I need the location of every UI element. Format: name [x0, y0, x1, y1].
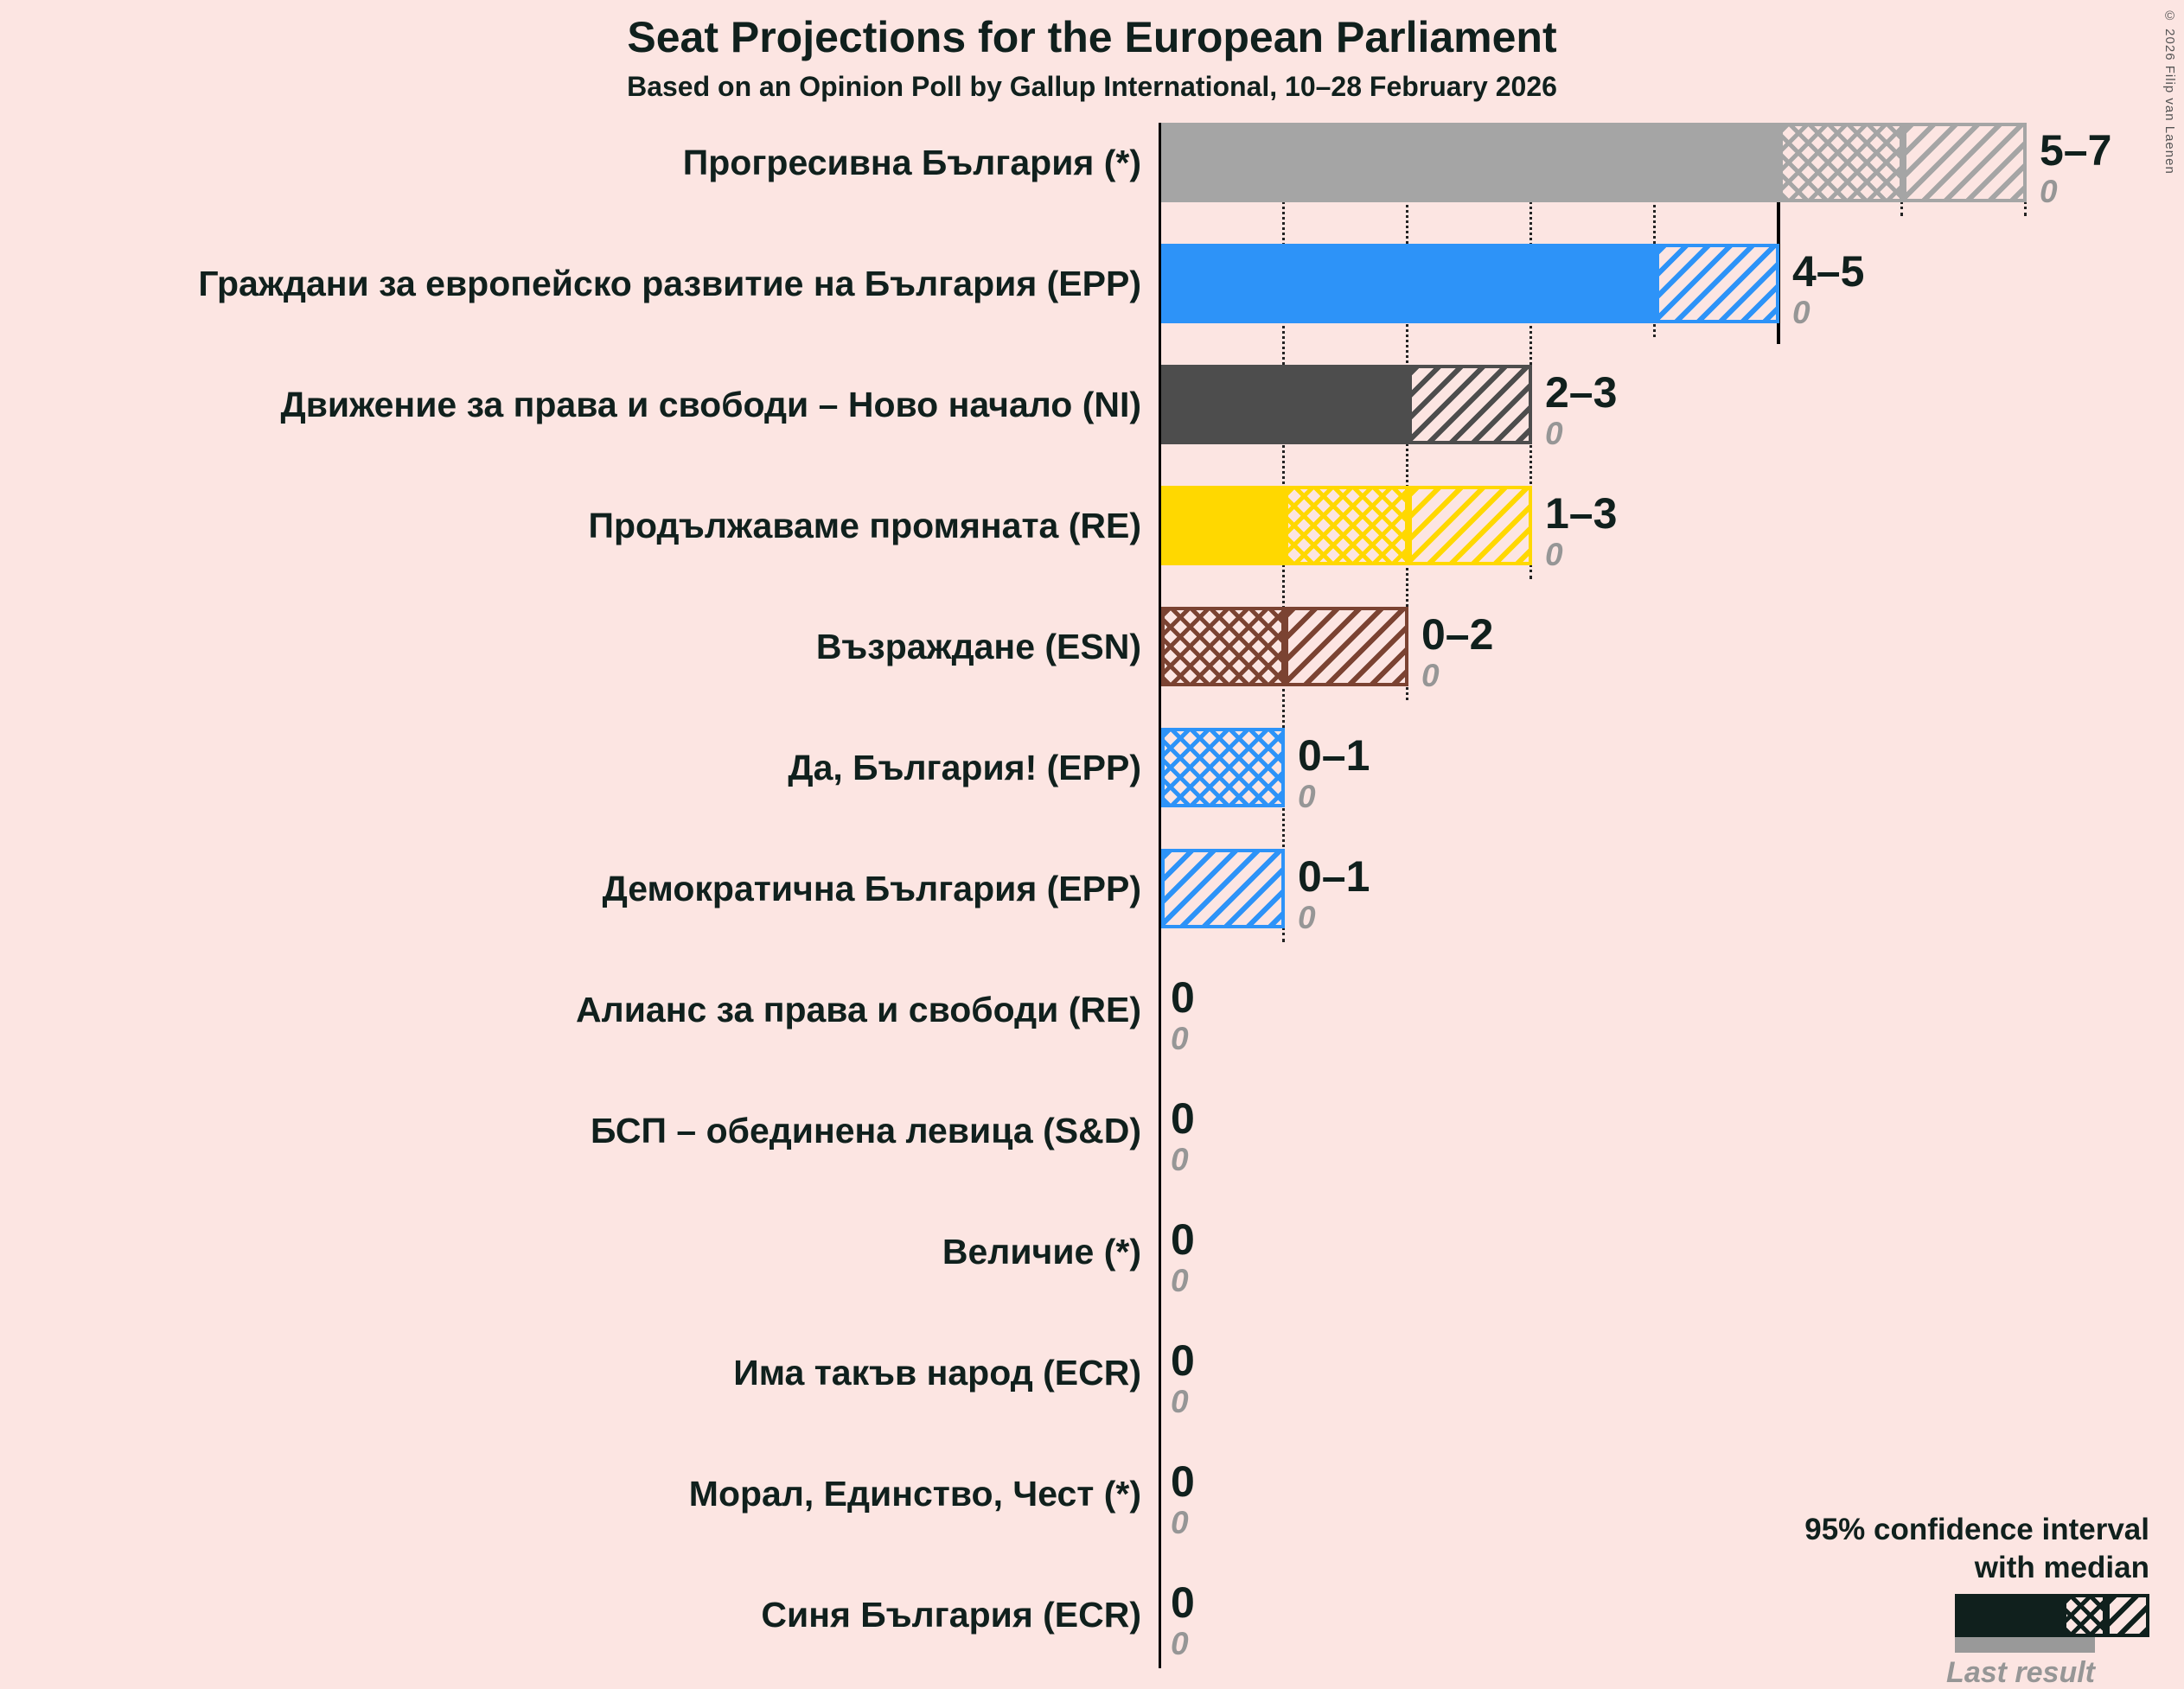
- bar-segment-solid: [1161, 244, 1656, 323]
- gridline: [1653, 123, 1656, 337]
- chart-title: Seat Projections for the European Parlia…: [627, 13, 1557, 61]
- bar-row: [1161, 486, 1532, 565]
- range-label: 0: [1171, 1578, 1195, 1627]
- range-label: 0: [1171, 1457, 1195, 1506]
- bar-segment-ci-diagonal: [1408, 365, 1532, 444]
- chart-subtitle: Based on an Opinion Poll by Gallup Inter…: [627, 71, 1557, 102]
- party-label: Има такъв народ (ECR): [733, 1352, 1141, 1393]
- range-label: 1–3: [1545, 489, 1618, 538]
- range-label: 0: [1171, 1215, 1195, 1264]
- last-result-label: 0: [1421, 658, 1440, 693]
- bar-segment-ci-diagonal: [1161, 849, 1285, 928]
- bar-row: [1161, 365, 1532, 444]
- bar-segment-solid: [1161, 486, 1285, 565]
- value-labels: 0–1 0: [1298, 852, 1370, 935]
- threshold-line: [1777, 123, 1780, 344]
- value-labels: 0–1 0: [1298, 731, 1370, 814]
- bar-segment-ci-diagonal: [1408, 486, 1532, 565]
- bar-segment-solid: [1161, 365, 1408, 444]
- bar-segment-ci-crosshatch: [1161, 607, 1285, 686]
- range-label: 0: [1171, 1336, 1195, 1385]
- party-label: Величие (*): [942, 1231, 1141, 1272]
- legend-last-result-bar: [1955, 1637, 2095, 1653]
- last-result-label: 0: [1545, 416, 1563, 451]
- value-labels: 1–3 0: [1545, 489, 1617, 572]
- last-result-label: 0: [1171, 1021, 1189, 1056]
- last-result-label: 0: [1171, 1263, 1189, 1298]
- party-label: Прогресивна България (*): [682, 142, 1141, 182]
- value-labels: 0–2 0: [1421, 610, 1493, 693]
- party-label: Алианс за права и свободи (RE): [576, 989, 1141, 1029]
- last-result-label: 0: [1171, 1505, 1189, 1540]
- last-result-label: 0: [1171, 1142, 1189, 1177]
- gridline: [1529, 123, 1532, 579]
- bar-segment-ci-crosshatch: [1285, 486, 1408, 565]
- copyright-notice: © 2026 Filip van Laenen: [2162, 9, 2177, 175]
- range-label: 4–5: [1792, 247, 1865, 296]
- party-label: Движение за права и свободи – Ново начал…: [280, 384, 1141, 424]
- last-result-label: 0: [1171, 1626, 1189, 1661]
- party-label: БСП – обединена левица (S&D): [590, 1110, 1141, 1150]
- last-result-label: 0: [1298, 900, 1316, 935]
- range-label: 5–7: [2040, 126, 2112, 175]
- bar-segment-ci-crosshatch: [1779, 123, 1903, 202]
- legend-title-line1: 95% confidence interval: [1804, 1513, 2149, 1546]
- last-result-label: 0: [2040, 174, 2058, 209]
- bar-segment-ci-diagonal: [1903, 123, 2027, 202]
- axis-line: [1159, 123, 1161, 1668]
- range-label: 2–3: [1545, 368, 1618, 417]
- last-result-label: 0: [1545, 537, 1563, 572]
- range-label: 0–1: [1298, 731, 1370, 780]
- bar-row: [1161, 244, 1779, 323]
- bar-row: [1161, 123, 2027, 202]
- range-label: 0: [1171, 973, 1195, 1022]
- range-label: 0–1: [1298, 852, 1370, 901]
- party-label: Да, България! (EPP): [788, 747, 1141, 787]
- bar-segment-ci-diagonal: [1285, 607, 1408, 686]
- value-labels: 4–5 0: [1792, 247, 1864, 330]
- last-result-label: 0: [1298, 779, 1316, 814]
- bar-segment-solid: [1161, 123, 1779, 202]
- legend: 95% confidence interval with median Last…: [1631, 1511, 2149, 1689]
- party-label: Граждани за европейско развитие на Бълга…: [198, 263, 1141, 303]
- value-labels: 5–7 0: [2040, 126, 2111, 209]
- party-label: Морал, Единство, Чест (*): [688, 1473, 1141, 1514]
- last-result-label: 0: [1171, 1384, 1189, 1419]
- party-label: Възраждане (ESN): [815, 626, 1141, 666]
- bar-segment-ci-crosshatch: [1161, 728, 1285, 807]
- party-label: Демократична България (EPP): [602, 868, 1141, 908]
- legend-sample-solid: [1955, 1594, 2063, 1637]
- bar-segment-ci-diagonal: [1656, 244, 1779, 323]
- legend-last-result-label: Last result: [1946, 1656, 2095, 1689]
- last-result-label: 0: [1792, 295, 1810, 330]
- legend-title-line2: with median: [1974, 1551, 2149, 1584]
- range-label: 0: [1171, 1094, 1195, 1143]
- range-label: 0–2: [1421, 610, 1494, 659]
- party-label: Продължаваме промяната (RE): [588, 505, 1141, 545]
- bar-row: [1161, 728, 1285, 807]
- bar-row: [1161, 849, 1285, 928]
- value-labels: 2–3 0: [1545, 368, 1617, 451]
- bar-row: [1161, 607, 1408, 686]
- legend-sample-bar: [1955, 1594, 2149, 1637]
- legend-sample-crosshatch: [2063, 1594, 2106, 1637]
- legend-sample-diagonal: [2106, 1594, 2149, 1637]
- party-label: Синя България (ECR): [761, 1594, 1141, 1635]
